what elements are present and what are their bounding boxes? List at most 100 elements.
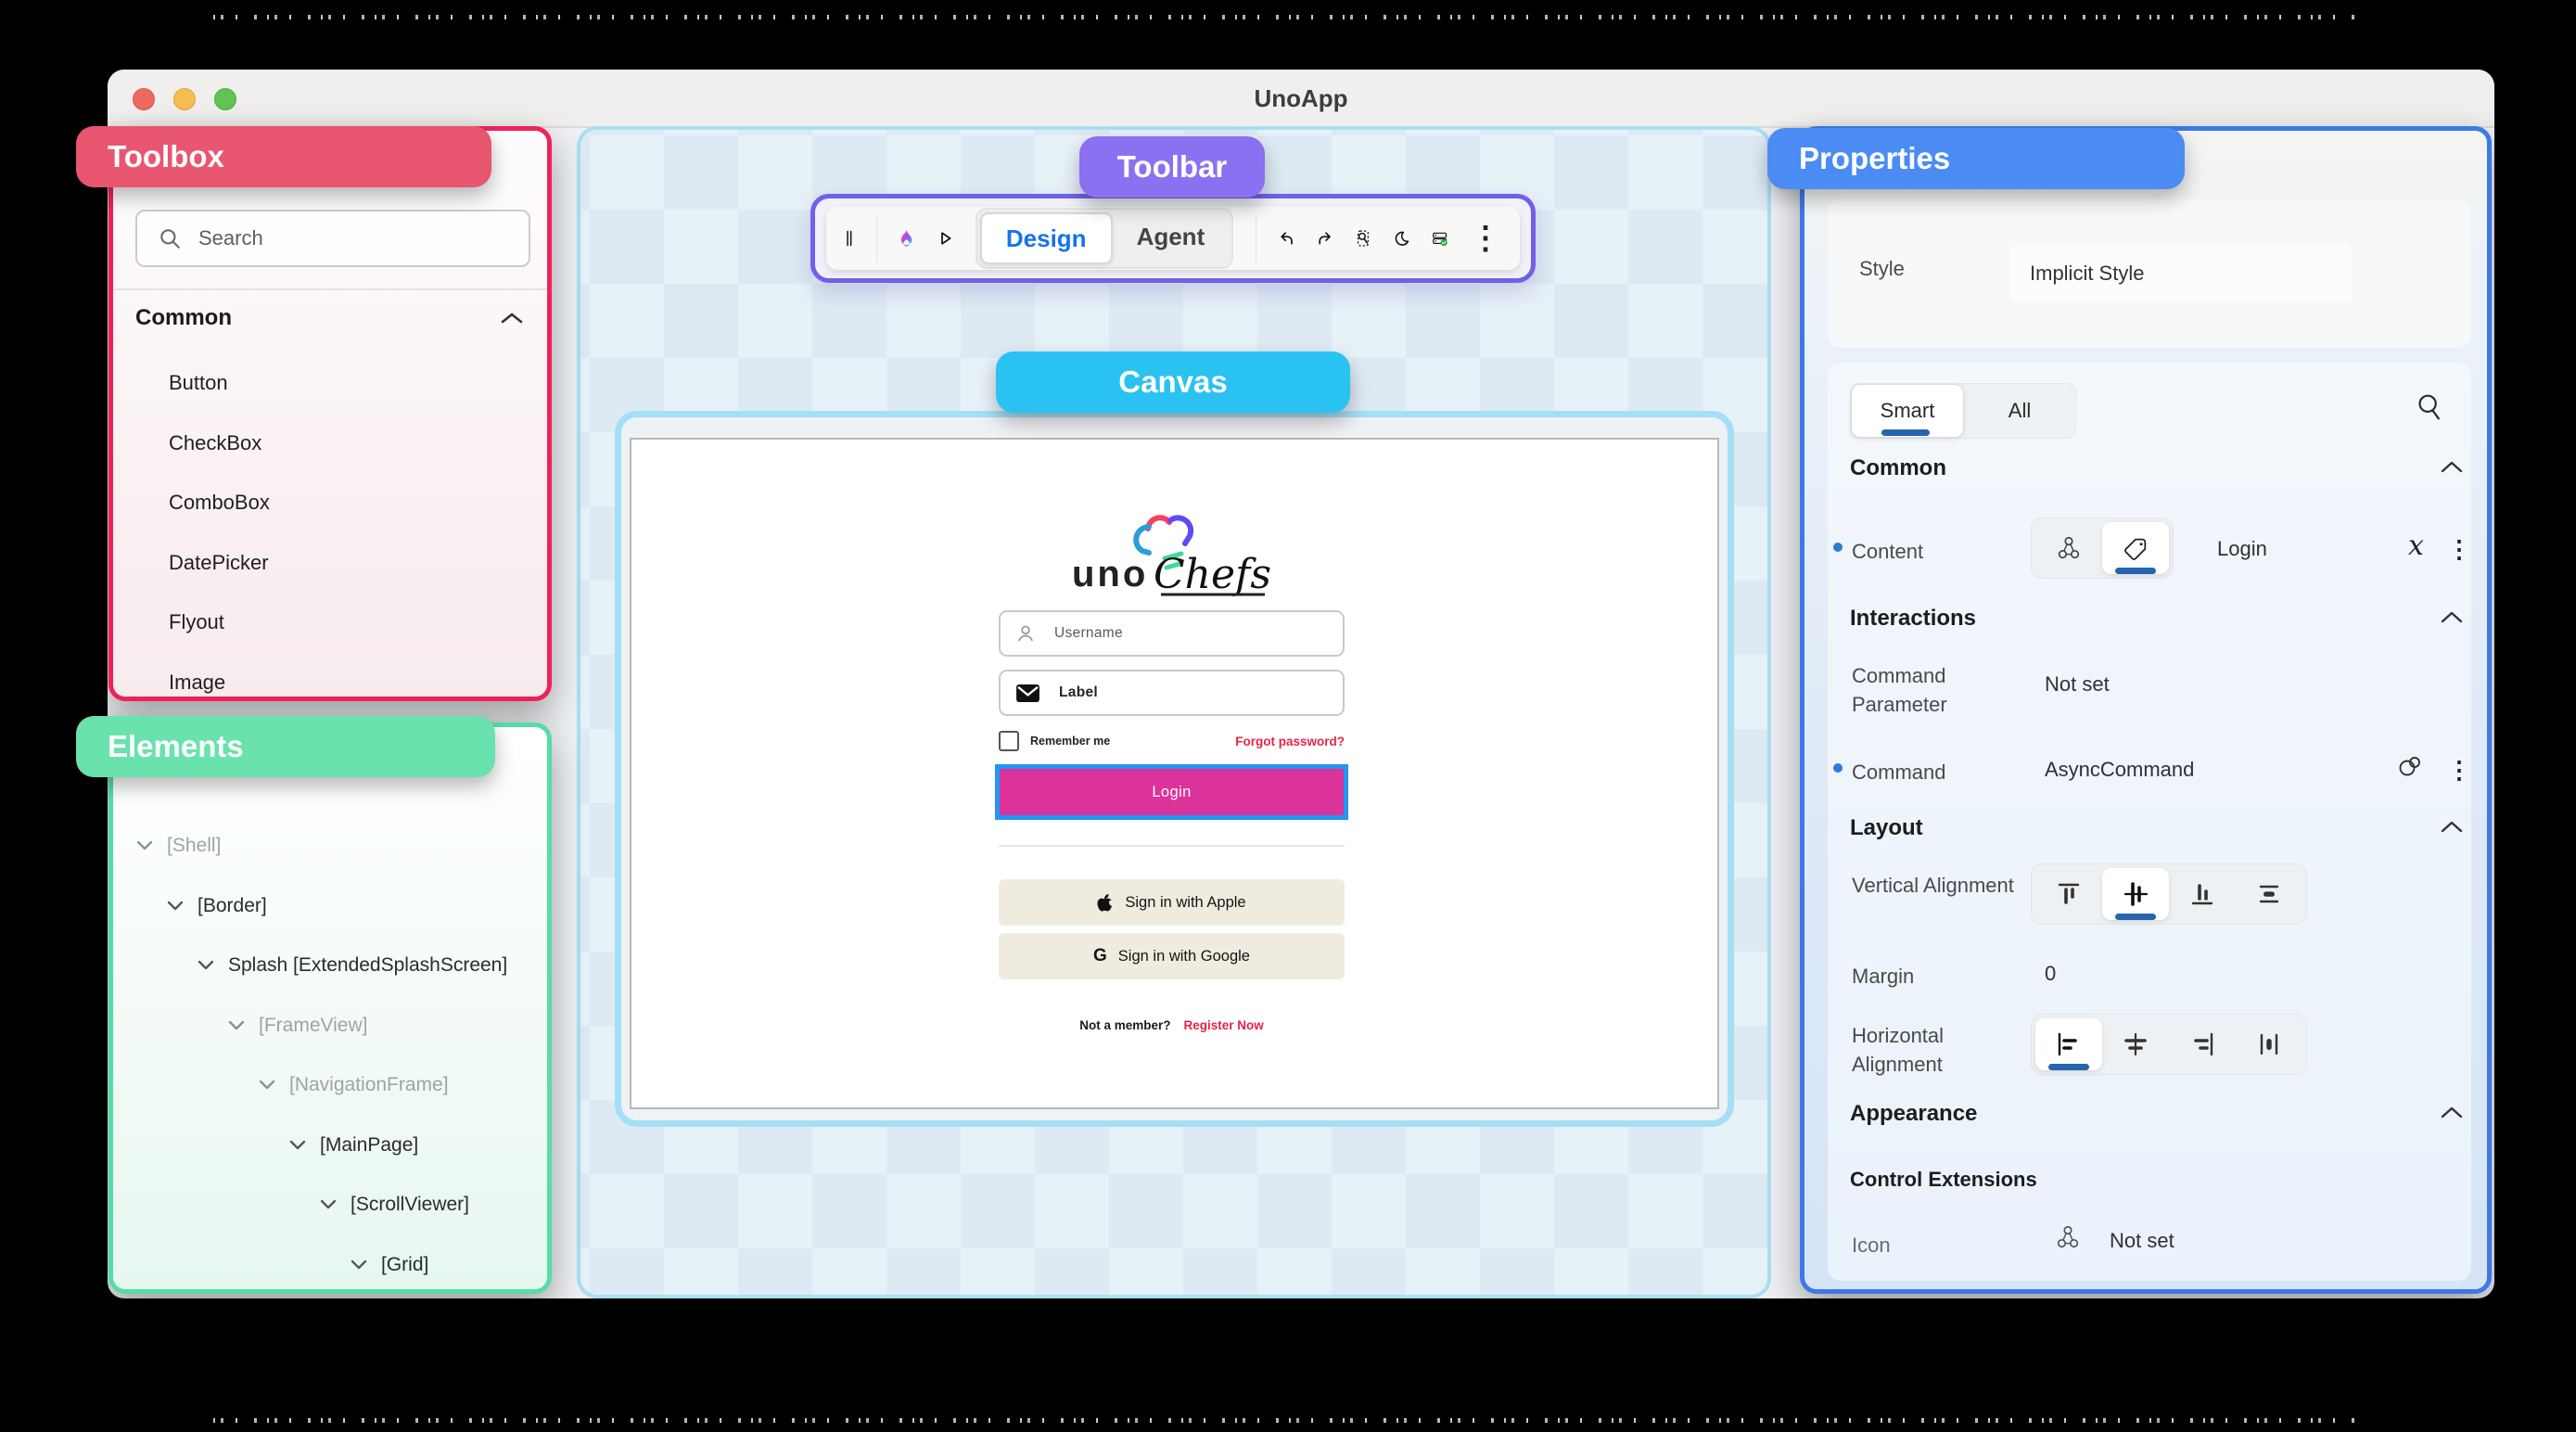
toolbox-item-combobox[interactable]: ComboBox bbox=[169, 491, 270, 515]
toolbox-section-common[interactable]: Common bbox=[135, 305, 525, 331]
chevron-down-icon bbox=[198, 961, 214, 970]
window-title: UnoApp bbox=[1254, 84, 1348, 112]
section-interactions-header[interactable]: Interactions bbox=[1850, 606, 1977, 631]
halign-right-option[interactable] bbox=[2169, 1018, 2236, 1070]
valign-bottom-option[interactable] bbox=[2169, 868, 2236, 920]
form-divider bbox=[999, 845, 1345, 847]
tree-item-shell[interactable]: [Shell] bbox=[113, 816, 547, 876]
horizontal-alignment-label: Horizontal Alignment bbox=[1852, 1024, 1945, 1077]
server-status-ok-icon[interactable] bbox=[1432, 217, 1447, 260]
drag-handle-icon[interactable] bbox=[845, 217, 854, 260]
mode-design-tab[interactable]: Design bbox=[979, 212, 1113, 264]
margin-label: Margin bbox=[1852, 965, 1915, 988]
toolbox-search-input[interactable]: Search bbox=[135, 210, 530, 267]
toolbox-item-datepicker[interactable]: DatePicker bbox=[169, 550, 269, 574]
chevron-up-icon[interactable] bbox=[2440, 609, 2464, 625]
halign-center-option[interactable] bbox=[2102, 1018, 2169, 1070]
username-field[interactable]: Username bbox=[999, 610, 1345, 657]
command-parameter-value[interactable]: Not set bbox=[2045, 672, 2110, 696]
tab-smart[interactable]: Smart bbox=[1851, 384, 1964, 438]
google-g-icon: G bbox=[1093, 946, 1107, 965]
section-appearance-header[interactable]: Appearance bbox=[1850, 1101, 1978, 1126]
command-modified-dot bbox=[1833, 763, 1843, 773]
binding-graph-icon bbox=[2058, 536, 2080, 559]
properties-card: Smart All Common Content bbox=[1828, 363, 2471, 1281]
halign-stretch-option[interactable] bbox=[2236, 1018, 2302, 1070]
sign-in-apple-button[interactable]: Sign in with Apple bbox=[999, 879, 1345, 926]
forgot-password-link[interactable]: Forgot password? bbox=[1235, 734, 1345, 748]
align-left-icon bbox=[2058, 1032, 2077, 1056]
align-top-icon bbox=[2058, 883, 2080, 904]
chevron-up-icon[interactable] bbox=[2440, 459, 2464, 475]
chevron-up-icon bbox=[501, 313, 523, 324]
remember-me-checkbox[interactable] bbox=[999, 731, 1019, 751]
tree-item-navigationframe[interactable]: [NavigationFrame] bbox=[113, 1055, 547, 1116]
command-value[interactable]: AsyncCommand bbox=[2045, 758, 2195, 781]
tree-item-mainpage[interactable]: [MainPage] bbox=[113, 1116, 547, 1176]
sign-in-google-label: Sign in with Google bbox=[1117, 947, 1250, 965]
elements-overlay-label: Elements bbox=[76, 716, 495, 777]
content-value[interactable]: Login bbox=[2217, 537, 2267, 560]
valign-center-option[interactable] bbox=[2102, 868, 2169, 920]
play-icon[interactable] bbox=[937, 217, 953, 260]
content-more-icon[interactable]: ⋮ bbox=[2447, 535, 2471, 563]
tree-item-splash[interactable]: Splash [ExtendedSplashScreen] bbox=[113, 936, 547, 996]
command-more-icon[interactable]: ⋮ bbox=[2447, 756, 2471, 784]
tree-item-scrollviewer[interactable]: [ScrollViewer] bbox=[113, 1175, 547, 1235]
content-type-toggle bbox=[2031, 518, 2174, 579]
toolbox-item-flyout[interactable]: Flyout bbox=[169, 610, 224, 634]
align-bottom-icon bbox=[2191, 884, 2213, 905]
icon-value[interactable]: Not set bbox=[2110, 1229, 2174, 1252]
toolbox-item-button[interactable]: Button bbox=[169, 371, 228, 395]
envelope-icon bbox=[1016, 684, 1039, 702]
chevron-up-icon[interactable] bbox=[2440, 819, 2464, 835]
register-now-link[interactable]: Register Now bbox=[1183, 1018, 1264, 1032]
redo-icon[interactable] bbox=[1317, 217, 1333, 260]
mode-agent-tab[interactable]: Agent bbox=[1136, 222, 1205, 250]
style-value: Implicit Style bbox=[2030, 262, 2145, 285]
content-literal-option[interactable] bbox=[2102, 522, 2169, 574]
minimize-window-button[interactable] bbox=[173, 88, 196, 110]
tree-item-frameview[interactable]: [FrameView] bbox=[113, 996, 547, 1056]
password-field[interactable]: Label bbox=[999, 670, 1345, 716]
zoom-window-button[interactable] bbox=[214, 88, 236, 110]
screen-ticks-top bbox=[213, 15, 2363, 19]
section-common-header[interactable]: Common bbox=[1850, 455, 1946, 480]
theme-moon-icon[interactable] bbox=[1394, 217, 1409, 260]
tag-icon bbox=[2124, 538, 2147, 560]
toolbar-divider bbox=[875, 214, 877, 262]
horizontal-alignment-toggle bbox=[2031, 1014, 2307, 1075]
margin-value[interactable]: 0 bbox=[2045, 962, 2057, 985]
login-button[interactable]: Login bbox=[995, 764, 1348, 820]
properties-search-icon[interactable] bbox=[2416, 392, 2443, 422]
binding-graph-icon[interactable] bbox=[2054, 1223, 2082, 1251]
toolbar-overlay-label: Toolbar bbox=[1079, 136, 1265, 198]
chevron-down-icon bbox=[320, 1200, 337, 1209]
content-label: Content bbox=[1852, 540, 1924, 563]
content-binding-option[interactable] bbox=[2035, 522, 2102, 574]
tree-item-border[interactable]: [Border] bbox=[113, 876, 547, 937]
undo-icon[interactable] bbox=[1279, 217, 1294, 260]
stretch-vertical-icon bbox=[2259, 885, 2279, 903]
inspect-element-icon[interactable] bbox=[1355, 217, 1371, 260]
sign-in-google-button[interactable]: G Sign in with Google bbox=[999, 933, 1345, 979]
style-value-field[interactable]: Implicit Style bbox=[2009, 245, 2353, 302]
tree-item-grid[interactable]: [Grid] bbox=[113, 1235, 547, 1296]
style-label: Style bbox=[1859, 257, 1905, 280]
close-window-button[interactable] bbox=[133, 88, 155, 110]
tab-all[interactable]: All bbox=[2008, 399, 2032, 422]
hot-design-flame-icon[interactable] bbox=[899, 217, 914, 260]
more-kebab-icon[interactable]: ⋮ bbox=[1470, 221, 1501, 256]
chevron-up-icon[interactable] bbox=[2440, 1105, 2464, 1120]
valign-top-option[interactable] bbox=[2035, 868, 2102, 920]
toolbox-item-image[interactable]: Image bbox=[169, 670, 226, 694]
style-card: Style Implicit Style bbox=[1828, 199, 2471, 348]
toolbox-item-checkbox[interactable]: CheckBox bbox=[169, 430, 262, 454]
markup-extension-icon[interactable]: x bbox=[2408, 530, 2424, 562]
chevron-down-icon bbox=[351, 1259, 367, 1269]
section-layout-header[interactable]: Layout bbox=[1850, 815, 1923, 840]
halign-left-option[interactable] bbox=[2035, 1018, 2102, 1070]
binding-link-icon[interactable] bbox=[2395, 752, 2425, 782]
valign-stretch-option[interactable] bbox=[2236, 868, 2302, 920]
remember-me-label: Remember me bbox=[1030, 735, 1111, 748]
